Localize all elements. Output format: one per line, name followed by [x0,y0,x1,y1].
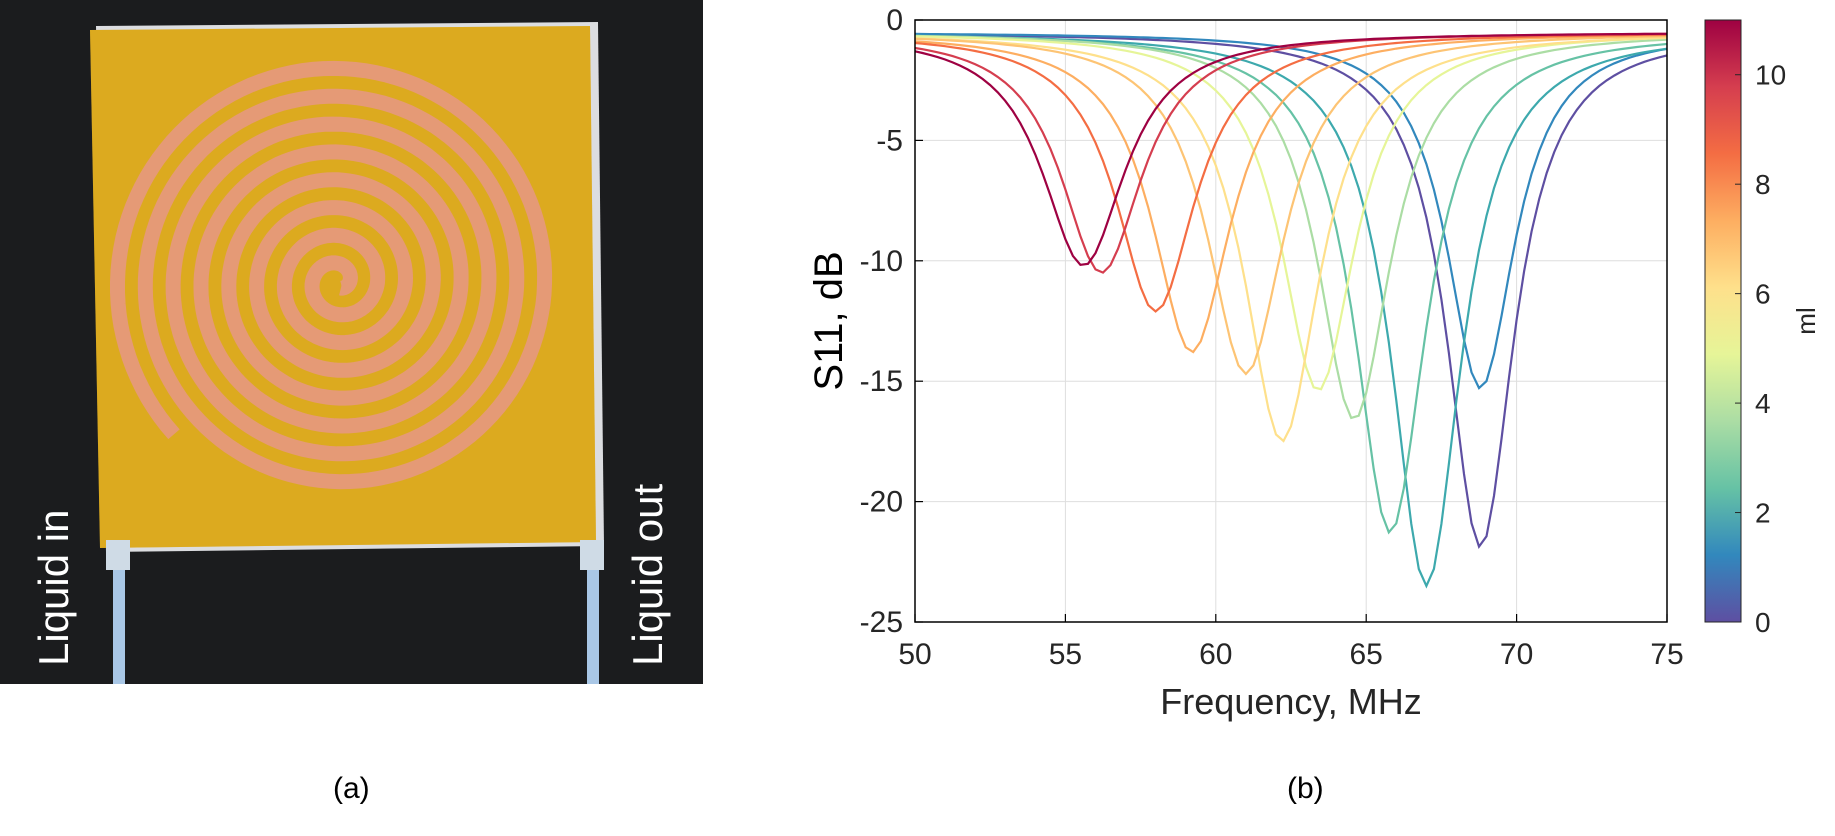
colorbar-tick-label: 2 [1755,498,1771,529]
liquid-in-label: Liquid in [30,510,77,666]
x-tick-label: 50 [898,638,931,671]
colorbar-tick-label: 0 [1755,607,1771,638]
series-lines [914,32,1668,589]
liquid-out-label: Liquid out [624,484,671,666]
x-tick-label: 75 [1650,638,1683,671]
plot-frame [914,19,1668,623]
series-line-5ml [914,35,1668,391]
y-tick-label: -5 [876,124,903,157]
tube-left [113,552,125,684]
tube-left-fitting [106,540,130,570]
x-tick-label: 70 [1500,638,1533,671]
colorbar-tick-label: 8 [1755,169,1771,200]
x-tick-label: 55 [1049,638,1082,671]
series-line-6ml [914,36,1668,443]
tube-right-fitting [580,540,604,570]
colorbar-ticks: 0 2 4 6 8 10 [1735,60,1786,638]
series-line-7ml [914,35,1668,376]
x-tick-label: 65 [1350,638,1383,671]
s11-chart: 50 55 60 65 70 750-5-10-15-20-25 Frequency, M… [807,4,1821,722]
x-axis-label: Frequency, MHz [1160,681,1421,722]
y-tick-label: -25 [860,606,903,639]
colorbar-tick-label: 4 [1755,388,1771,419]
grid-lines [914,19,1668,623]
series-line-4ml [914,34,1668,420]
panel-a-caption: (a) [333,772,370,805]
y-tick-label: 0 [886,4,903,37]
spiral-coil-photo: Liquid in Liquid out [0,0,703,684]
tube-right [587,552,599,684]
series-line-9ml [914,33,1667,313]
series-line-3ml [914,35,1668,535]
panel-b-caption: (b) [1287,772,1324,805]
x-tick-label: 60 [1199,638,1232,671]
y-axis-label: S11, dB [807,251,851,390]
series-line-11ml [914,32,1667,266]
series-line-8ml [914,34,1668,354]
copper-spiral-trace [110,60,553,490]
colorbar-tick-label: 6 [1755,279,1771,310]
y-tick-label: -15 [860,365,903,398]
y-tick-label: -10 [860,245,903,278]
colorbar-label: ml [1791,307,1821,334]
axis-ticks: 50 55 60 65 70 75 0 -5 -10 -15 -20 -25 [860,4,1684,671]
series-line-0ml [914,33,1668,550]
y-tick-label: -20 [860,486,903,519]
colorbar [1704,19,1742,623]
colorbar-tick-label: 10 [1755,60,1786,91]
